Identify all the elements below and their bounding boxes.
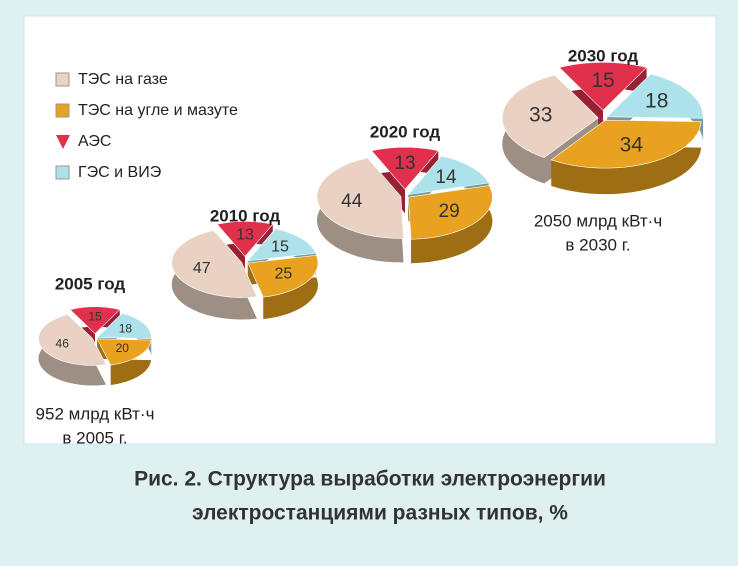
- value-label: 13: [394, 153, 415, 174]
- value-label: 44: [341, 191, 363, 212]
- legend-label: ГЭС и ВИЭ: [78, 164, 161, 181]
- caption: Рис. 2. Структура выработки электроэнерг…: [134, 468, 606, 491]
- slice: [558, 62, 648, 111]
- legend-marker: [55, 72, 70, 87]
- pie-title: 2010 год: [210, 206, 281, 225]
- legend-marker: [56, 135, 70, 149]
- value-label: 13: [236, 227, 254, 244]
- slice: [606, 73, 704, 119]
- value-label: 15: [271, 239, 289, 256]
- value-label: 14: [435, 167, 457, 188]
- value-label: 25: [275, 265, 293, 282]
- legend-marker: [55, 103, 70, 118]
- slice: [171, 230, 258, 298]
- value-label: 18: [645, 90, 668, 113]
- pie-title: 2030 год: [568, 46, 639, 65]
- slice: [69, 306, 121, 335]
- slice: [407, 155, 490, 196]
- value-label: 34: [620, 133, 644, 156]
- annotation: 952 млрд кВт·ч: [36, 404, 155, 423]
- value-label: 33: [529, 104, 552, 127]
- legend-marker: [55, 165, 70, 180]
- slice: [96, 338, 152, 366]
- value-label: 15: [88, 310, 102, 324]
- annotation: 2050 млрд кВт·ч: [534, 211, 662, 230]
- slice: [96, 312, 152, 339]
- pie-title: 2005 год: [55, 274, 126, 293]
- value-label: 47: [193, 260, 211, 277]
- value-label: 15: [591, 69, 614, 92]
- pie-title: 2020 год: [370, 122, 441, 141]
- slice: [246, 228, 317, 262]
- legend-label: ТЭС на угле и мазуте: [78, 102, 238, 119]
- annotation: в 2005 г.: [62, 428, 127, 447]
- slice: [550, 119, 702, 169]
- slice: [38, 314, 107, 366]
- legend-label: ТЭС на газе: [78, 71, 168, 88]
- slice: [501, 74, 599, 158]
- slice: [247, 254, 319, 298]
- caption: электростанциями разных типов, %: [192, 502, 568, 525]
- legend-label: АЭС: [78, 133, 111, 150]
- value-label: 20: [116, 341, 130, 355]
- slice: [316, 157, 404, 239]
- annotation: в 2030 г.: [565, 235, 630, 254]
- slice: [371, 146, 439, 190]
- slice: [408, 185, 493, 240]
- value-label: 46: [56, 336, 70, 350]
- slice: [216, 221, 274, 257]
- value-label: 29: [439, 201, 460, 222]
- value-label: 18: [119, 321, 133, 335]
